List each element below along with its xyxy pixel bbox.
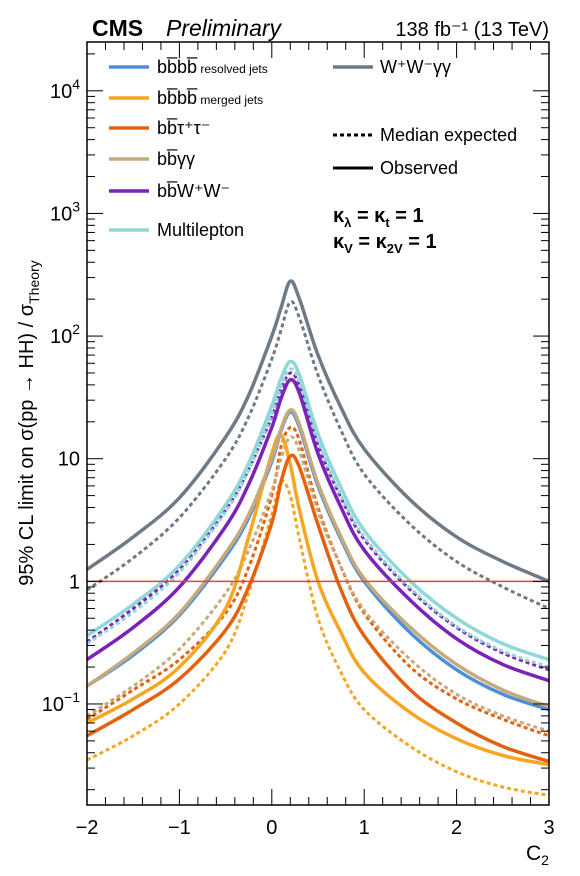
svg-text:95% CL limit on σ(pp → HH) / σ: 95% CL limit on σ(pp → HH) / σTheory (16, 260, 42, 585)
y-axis-label: 95% CL limit on σ(pp → HH) / σ (16, 303, 38, 585)
legend-label-3: bb̅γγ (157, 149, 195, 169)
series-observed-line-5 (87, 359, 549, 662)
ticks-layer: −2 −1 0 1 2 3 10−1 1 10 102 103 104 (42, 42, 555, 839)
legend-style-label-1: Observed (380, 158, 458, 178)
series-observed-line-1 (87, 433, 549, 767)
kappa-line-1: κλ = κt = 1 (333, 205, 424, 230)
y-tick-label-1: 1 (69, 571, 80, 593)
legend-label-1: bb̅bb̅ merged jets (157, 88, 263, 108)
y-tick-label-3: 102 (50, 321, 80, 348)
cms-label: CMS (92, 15, 143, 41)
plot-frame (86, 41, 550, 806)
x-axis-label-sub: 2 (541, 852, 549, 868)
legend-label-4: bb̅W⁺W⁻ (157, 181, 230, 201)
legend-style-label-0: Median expected (380, 125, 517, 145)
svg-text:C2: C2 (526, 842, 549, 868)
x-axis-label: C (526, 842, 541, 865)
kappa-annotation: κλ = κt = 1 κV = κ2V = 1 (333, 205, 437, 256)
series-observed-line-3 (87, 408, 549, 709)
series-expected-line-5 (87, 367, 549, 669)
series-expected-line-1 (87, 479, 549, 797)
x-tick-label-4: 2 (451, 817, 462, 839)
kappa-line-2: κV = κ2V = 1 (333, 231, 437, 256)
legend-label-2: bb̅τ⁺τ⁻ (157, 118, 210, 138)
legend: bb̅bb̅ resolved jets bb̅bb̅ merged jets bb… (109, 57, 517, 240)
y-tick-label-0: 10−1 (42, 689, 80, 716)
series-expected-line-6 (87, 300, 549, 610)
preliminary-label: Preliminary (166, 15, 283, 41)
y-tick-label-5: 104 (50, 76, 80, 103)
x-tick-label-5: 3 (543, 817, 554, 839)
y-axis-title: 95% CL limit on σ(pp → HH) / σTheory (16, 260, 42, 585)
legend-label-5: Multilepton (157, 220, 244, 240)
y-tick-label-2: 10 (58, 449, 80, 471)
x-tick-label-3: 1 (359, 817, 370, 839)
series-observed-line-4 (87, 377, 549, 683)
x-tick-label-2: 0 (266, 817, 277, 839)
luminosity-label: 138 fb⁻¹ (13 TeV) (395, 19, 549, 41)
x-tick-label-0: −2 (76, 817, 99, 839)
series-expected-line-3 (87, 435, 549, 733)
series-observed-line-2 (87, 453, 549, 764)
series-expected-line-2 (87, 425, 549, 738)
y-tick-label-4: 103 (50, 198, 80, 225)
legend-label-6: W⁺W⁻γγ (380, 57, 451, 77)
series-layer (87, 279, 549, 797)
y-axis-label-sub: Theory (26, 260, 42, 304)
x-tick-label-1: −1 (168, 817, 191, 839)
series-observed-line-6 (87, 279, 549, 583)
x-axis-title: C2 (526, 842, 549, 868)
legend-label-0: bb̅bb̅ resolved jets (157, 57, 268, 77)
